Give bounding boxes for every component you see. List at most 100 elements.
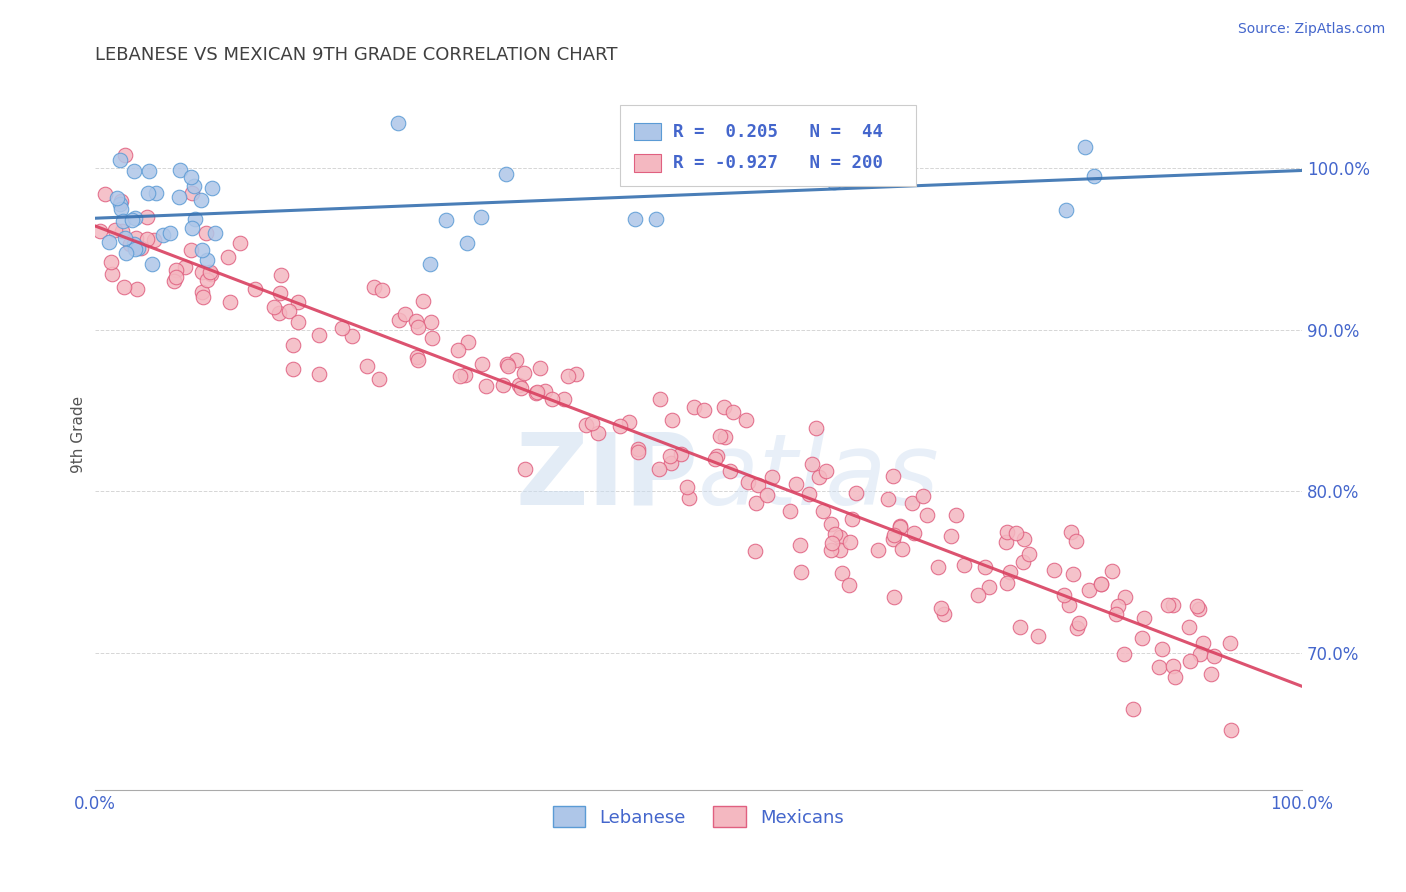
Point [745,495,768,509]
Point [135,232,157,246]
Point [997,575,1019,590]
Point [553,392,575,406]
Point [420,331,443,345]
Point [934,607,956,621]
Point [927,559,949,574]
Point [804,421,827,435]
Point [114,246,136,260]
Point [706,449,728,463]
FancyBboxPatch shape [634,122,661,140]
Point [1149,660,1171,674]
Point [125,231,148,245]
Point [945,508,967,522]
Point [447,343,470,358]
Point [877,491,900,506]
Point [114,231,136,245]
Point [412,293,434,308]
Point [1010,620,1032,634]
Point [624,211,647,226]
Point [370,283,392,297]
Point [868,543,890,558]
Point [785,476,807,491]
Point [1057,598,1080,612]
Point [190,193,212,207]
Point [1130,631,1153,645]
Point [1192,635,1215,649]
Point [340,329,363,343]
Point [929,600,952,615]
Point [181,186,204,200]
Point [735,413,758,427]
Point [124,237,146,252]
Point [789,538,811,552]
Point [110,194,132,209]
Point [108,197,131,211]
Point [709,428,731,442]
Point [801,458,824,472]
Point [820,543,842,558]
Point [1054,202,1077,217]
Point [1152,641,1174,656]
Point [723,405,745,419]
Point [747,478,769,492]
Point [661,413,683,427]
Point [811,504,834,518]
Point [883,528,905,542]
Point [883,590,905,604]
Point [779,504,801,518]
Point [839,534,862,549]
Point [108,153,131,168]
Point [529,361,551,376]
Point [183,179,205,194]
Point [1157,598,1180,612]
Point [1026,629,1049,643]
Point [1114,590,1136,604]
Text: atlas: atlas [699,429,941,526]
Point [761,470,783,484]
Point [1000,565,1022,579]
Point [1161,658,1184,673]
Point [363,279,385,293]
Point [1042,563,1064,577]
Point [127,282,149,296]
Point [645,212,668,227]
Point [889,519,911,533]
Point [420,315,443,329]
Point [1199,667,1222,681]
Point [434,212,457,227]
Point [405,350,427,364]
Point [114,148,136,162]
Point [229,236,252,251]
Point [159,226,181,240]
Point [180,243,202,257]
Point [388,313,411,327]
Point [1069,616,1091,631]
Point [142,233,165,247]
Point [405,314,427,328]
Point [495,167,517,181]
Point [1083,169,1105,184]
Point [1202,649,1225,664]
Point [540,392,562,406]
Point [1060,524,1083,539]
Point [1066,621,1088,635]
Point [617,415,640,429]
Point [204,227,226,241]
Point [1073,140,1095,154]
Text: ZIP: ZIP [516,429,699,526]
Point [565,367,588,381]
Point [900,496,922,510]
Point [283,361,305,376]
Point [287,294,309,309]
Point [456,236,478,251]
Point [454,368,477,382]
Point [889,519,911,533]
Point [823,175,845,189]
Point [903,525,925,540]
Point [824,527,846,541]
Point [278,303,301,318]
Point [1219,635,1241,649]
Point [163,274,186,288]
Point [882,469,904,483]
Point [669,447,692,461]
